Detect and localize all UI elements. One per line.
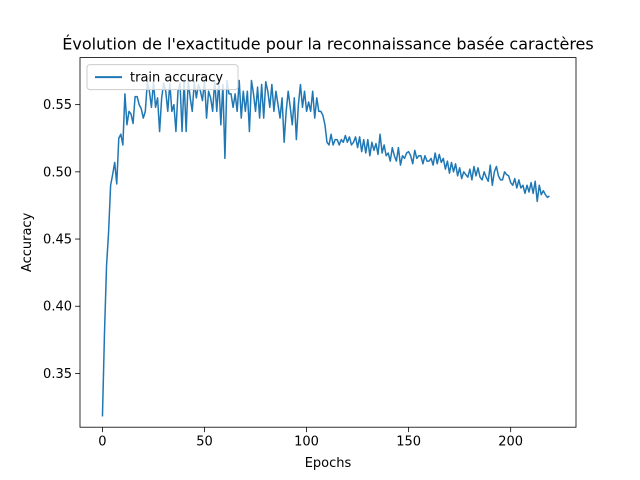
chart-title: Évolution de l'exactitude pour la reconn… — [62, 35, 593, 54]
x-tick-label: 50 — [196, 435, 213, 450]
y-tick-label: 0.45 — [43, 233, 72, 248]
series-layer — [101, 79, 550, 417]
y-tick-label: 0.50 — [43, 165, 72, 180]
plot-frame — [79, 57, 577, 428]
x-tick-label: 100 — [294, 435, 319, 450]
x-axis-ticks: 0 50 100 150 200 — [98, 427, 523, 450]
y-tick-label: 0.55 — [43, 98, 72, 113]
plot-area — [80, 57, 576, 428]
y-tick-label: 0.40 — [43, 300, 72, 315]
x-tick-label: 0 — [98, 435, 106, 450]
legend-box — [86, 64, 239, 91]
x-axis-label: Epochs — [305, 456, 352, 471]
legend: train accuracy — [86, 64, 239, 91]
series-line-train-accuracy — [101, 79, 550, 417]
x-tick-label: 200 — [498, 435, 523, 450]
y-axis-label: Accuracy — [20, 212, 35, 272]
y-axis-ticks: 0.35 0.40 0.45 0.50 0.55 — [43, 98, 80, 382]
y-tick-label: 0.35 — [43, 367, 72, 382]
legend-label-train-accuracy: train accuracy — [130, 71, 223, 86]
x-tick-label: 150 — [396, 435, 421, 450]
